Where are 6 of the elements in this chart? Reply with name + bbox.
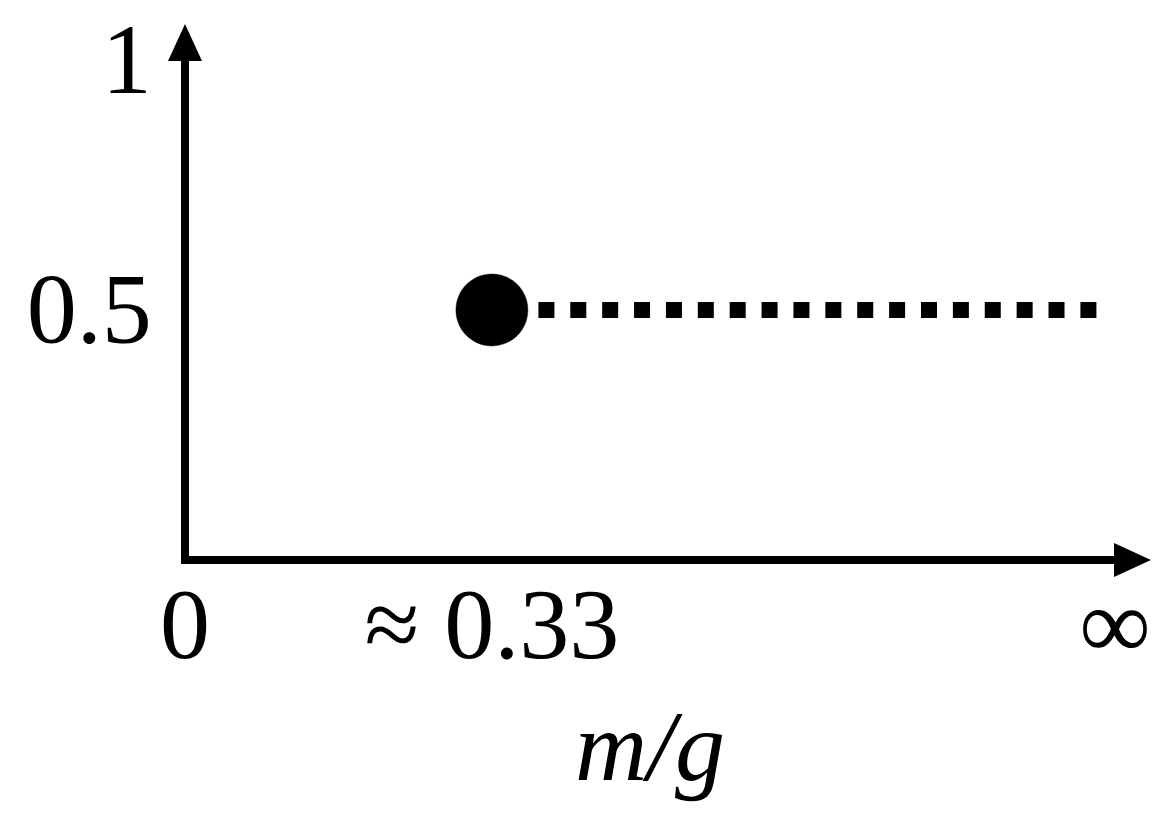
x-tick-label: ∞ xyxy=(1083,610,1147,649)
x-tick-label: 0 xyxy=(163,591,207,659)
y-tick-label: 0.5 xyxy=(30,276,148,344)
x-tick-label: ≈ 0.33 xyxy=(367,591,616,660)
x-axis-title: m/g xyxy=(578,714,723,802)
y-tick-label: 1 xyxy=(110,26,146,93)
